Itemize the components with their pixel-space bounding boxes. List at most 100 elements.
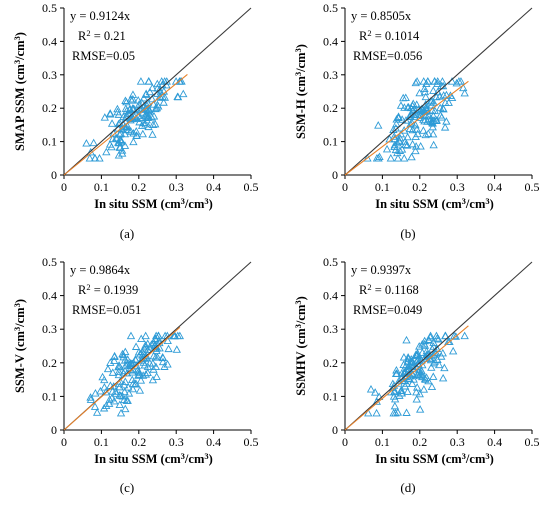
x-tick-label: 0.2: [131, 435, 146, 449]
data-point: [364, 408, 373, 417]
data-point: [421, 92, 430, 101]
data-point: [449, 346, 458, 355]
data-point: [135, 370, 144, 378]
data-point: [143, 368, 152, 377]
data-point: [121, 404, 130, 413]
data-point: [143, 106, 153, 115]
data-point: [418, 360, 427, 369]
data-point: [103, 364, 113, 373]
data-point: [411, 78, 420, 87]
y-tick-label: 0.2: [42, 356, 57, 370]
x-tick-label: 0.2: [412, 180, 427, 194]
data-point: [111, 387, 120, 395]
data-point: [143, 345, 152, 353]
data-point: [390, 401, 400, 410]
chart-panel-a: 0 0.1 0.2 0.3 0.4 0.5 0 0.1 0.2 0.3 0.4 0.5 y = 0.91…: [12, 1, 259, 241]
x-axis-label: In situ SSM (cm3/cm3): [375, 196, 494, 211]
data-point: [390, 140, 399, 149]
data-point: [429, 372, 438, 380]
data-point: [163, 359, 172, 368]
y-tick-label: 0.1: [323, 135, 338, 149]
data-point: [114, 110, 123, 118]
data-point: [401, 116, 411, 124]
data-point: [133, 365, 142, 374]
data-point: [415, 405, 425, 413]
x-tick-label: 0: [342, 435, 348, 449]
data-point: [375, 152, 384, 160]
data-point: [149, 100, 158, 108]
x-tick-label: 0.2: [412, 435, 427, 449]
data-point: [136, 77, 146, 85]
data-point: [129, 104, 139, 112]
data-point: [418, 340, 427, 348]
data-point: [426, 331, 435, 340]
data-point: [142, 115, 151, 124]
data-point: [410, 112, 419, 121]
scatter-series: [364, 331, 469, 417]
data-point: [111, 389, 121, 397]
data-point: [137, 334, 146, 343]
data-point: [460, 331, 469, 340]
annotation-text: RMSE=0.05: [72, 49, 135, 63]
data-point: [386, 153, 395, 162]
data-point: [152, 372, 161, 380]
data-point: [100, 383, 109, 391]
scatter-series: [86, 331, 185, 417]
data-point: [144, 122, 153, 131]
data-point: [420, 110, 429, 119]
data-point: [124, 389, 134, 397]
data-point: [411, 146, 420, 155]
one-to-one-line: [344, 261, 533, 431]
data-point: [416, 142, 425, 150]
data-point: [408, 358, 417, 367]
data-point: [179, 89, 188, 98]
data-point: [134, 367, 144, 375]
data-point: [110, 356, 119, 364]
data-point: [412, 394, 421, 403]
data-point: [158, 357, 168, 366]
y-tick-label: 0: [332, 168, 338, 182]
x-axis-label: In situ SSM (cm3/cm3): [94, 196, 213, 211]
data-point: [408, 101, 417, 110]
data-point: [139, 358, 148, 366]
data-point: [437, 352, 446, 360]
data-point: [136, 376, 146, 384]
data-point: [141, 331, 150, 340]
y-tick-label: 0.2: [323, 356, 338, 370]
data-point: [429, 140, 438, 149]
data-point: [144, 77, 154, 85]
data-point: [424, 115, 433, 123]
data-point: [135, 386, 145, 394]
data-point: [392, 114, 401, 123]
data-point: [154, 102, 163, 110]
data-point: [99, 403, 109, 412]
data-point: [95, 153, 104, 162]
annotation-text: RMSE=0.056: [353, 49, 422, 63]
data-point: [90, 153, 100, 162]
x-tick-label: 0.5: [244, 180, 259, 194]
data-point: [393, 408, 402, 416]
data-point: [412, 383, 422, 391]
fit-line: [63, 74, 188, 176]
data-point: [440, 123, 450, 131]
y-tick-label: 0.2: [323, 101, 338, 115]
data-point: [105, 140, 115, 148]
data-point: [157, 77, 166, 85]
data-point: [116, 408, 126, 417]
data-point: [408, 106, 418, 114]
data-point: [160, 93, 170, 101]
data-point: [122, 111, 131, 119]
data-point: [407, 152, 416, 161]
data-point: [412, 350, 422, 358]
y-tick-label: 0.4: [323, 34, 338, 48]
data-point: [164, 344, 173, 353]
x-tick-label: 0: [61, 180, 67, 194]
x-tick-label: 0.3: [450, 435, 465, 449]
data-point: [140, 344, 149, 353]
data-point: [400, 137, 410, 145]
data-point: [400, 103, 409, 111]
data-point: [403, 132, 412, 141]
data-point: [120, 387, 129, 396]
scatter-series: [363, 77, 469, 162]
